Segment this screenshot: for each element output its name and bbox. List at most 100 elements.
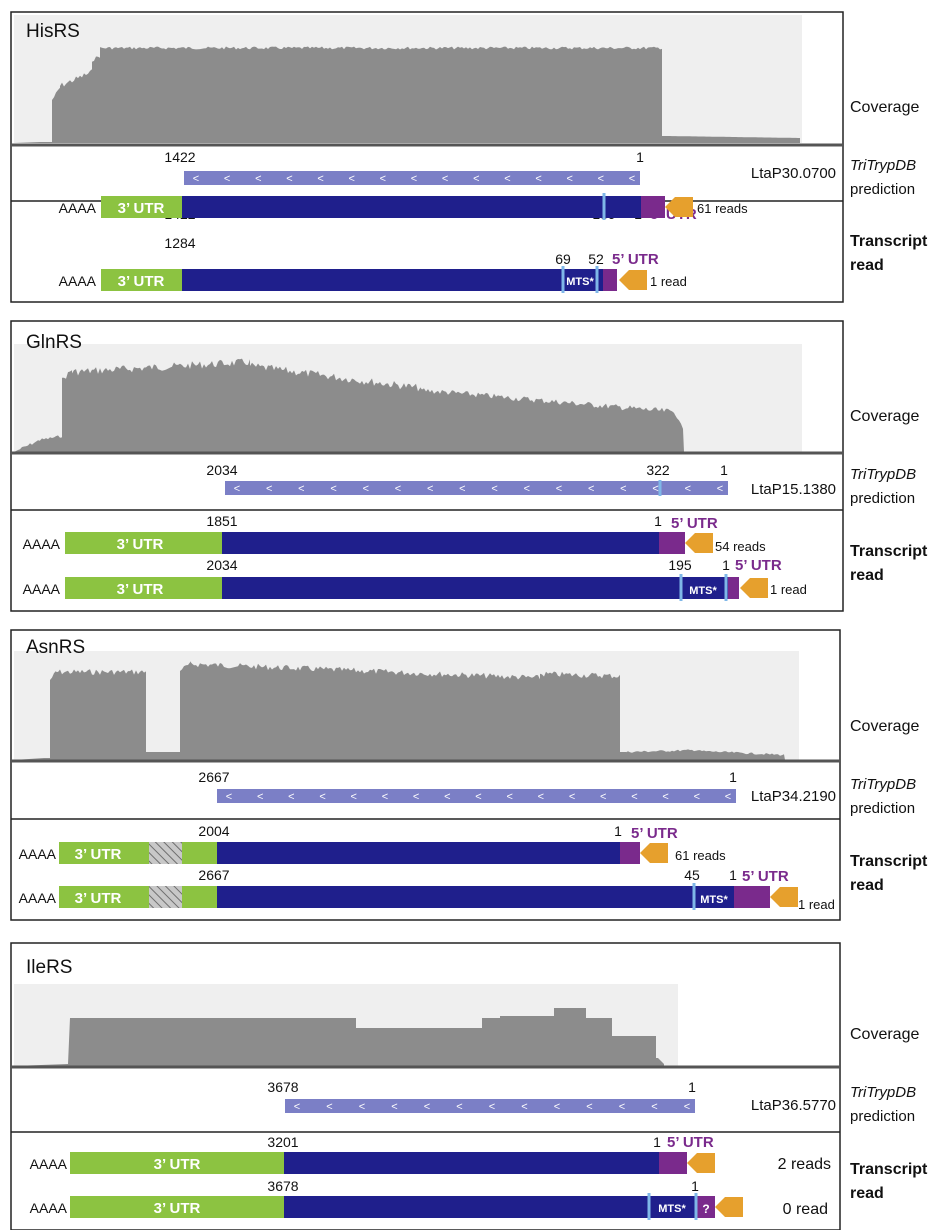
mts-label: MTS* (689, 585, 717, 597)
cds-segment (217, 842, 620, 864)
gene-arrow-glyph: < (588, 483, 594, 495)
gene-arrow-glyph: < (226, 791, 232, 803)
panel-glnrs-frame (10, 320, 844, 612)
mts-label: MTS* (700, 894, 728, 906)
gene-arrow-glyph: < (651, 1101, 657, 1113)
cds-segment (284, 1152, 659, 1174)
gene-id-label: LtaP30.0700 (751, 165, 836, 182)
cds-segment (182, 196, 641, 218)
read-count-label: 61 reads (697, 201, 748, 216)
gene-arrow-glyph: < (506, 791, 512, 803)
utr5-segment (659, 1152, 687, 1174)
gene-arrow-glyph: < (286, 173, 292, 185)
read-start-number: 3678 (267, 1178, 298, 1194)
gene-arrow-glyph: < (348, 173, 354, 185)
gene-start-number: 1422 (164, 149, 195, 165)
gene-arrow-glyph: < (317, 173, 323, 185)
gene-arrow-glyph: < (257, 791, 263, 803)
gene-arrow-glyph: < (442, 173, 448, 185)
tritrypdb-label: TriTrypDB (850, 1084, 916, 1101)
gene-arrow-glyph: < (600, 791, 606, 803)
gene-arrow-glyph: < (444, 791, 450, 803)
gene-id-label: LtaP36.5770 (751, 1097, 836, 1114)
read-start-number: 2004 (198, 823, 229, 839)
utr5-segment (620, 842, 640, 864)
gene-arrow-glyph: < (598, 173, 604, 185)
utr5-label: 5’ UTR (671, 515, 718, 532)
gene-arrow-glyph: < (566, 173, 572, 185)
utr3-segment (101, 196, 182, 218)
gene-arrow-glyph: < (411, 173, 417, 185)
splice-leader (640, 843, 668, 863)
gene-arrow-glyph: < (619, 1101, 625, 1113)
prediction-label: prediction (850, 181, 915, 198)
gene-arrow-glyph: < (685, 483, 691, 495)
splice-leader (619, 270, 647, 290)
gene-arrow-glyph: < (459, 483, 465, 495)
splice-leader (687, 1153, 715, 1173)
gene-model-bar (217, 789, 736, 803)
gene-arrow-glyph: < (556, 483, 562, 495)
gene-arrow-glyph: < (330, 483, 336, 495)
read-count-label: 1 read (770, 582, 807, 597)
read-count-label: 1 read (650, 274, 687, 289)
gene-start-number: 2034 (206, 462, 237, 478)
panel-asnrs-frame (10, 629, 841, 921)
utr3-segment (59, 886, 149, 908)
gene-end-number: 1 (688, 1079, 696, 1095)
read-end-number: 1 (653, 1134, 661, 1150)
tritrypdb-label: TriTrypDB (850, 157, 916, 174)
gene-arrow-glyph: < (326, 1101, 332, 1113)
prediction-label: prediction (850, 800, 915, 817)
panel-hisrs-frame (10, 11, 844, 303)
read-marker-number: 52 (588, 251, 604, 267)
gene-arrow-glyph: < (694, 791, 700, 803)
read-marker-number: 45 (684, 867, 700, 883)
gene-arrow-glyph: < (473, 173, 479, 185)
splice-leader (685, 533, 713, 553)
transcript-label: Transcript (850, 1161, 928, 1178)
read-start-number: 2667 (198, 867, 229, 883)
gene-arrow-glyph: < (359, 1101, 365, 1113)
gene-arrow-glyph: < (489, 1101, 495, 1113)
splice-leader (740, 578, 768, 598)
gene-id-label: LtaP15.1380 (751, 481, 836, 498)
tritrypdb-label: TriTrypDB (850, 466, 916, 483)
gene-arrow-glyph: < (491, 483, 497, 495)
gene-arrow-glyph: < (620, 483, 626, 495)
gene-arrow-glyph: < (363, 483, 369, 495)
gene-arrow-glyph: < (631, 791, 637, 803)
polya-label: AAAA (19, 890, 57, 906)
gene-arrow-glyph: < (629, 173, 635, 185)
cds-segment (182, 269, 603, 291)
transcript-label: Transcript (850, 233, 928, 250)
polya-label: AAAA (30, 1156, 68, 1172)
hatched-segment (149, 886, 182, 908)
gene-marker-number: 322 (646, 462, 670, 478)
gene-arrow-glyph: < (662, 791, 668, 803)
utr3-label: 3’ UTR (117, 536, 164, 553)
utr5-label: 5’ UTR (667, 1134, 714, 1151)
read-start-number: 1851 (206, 513, 237, 529)
gene-arrow-glyph: < (424, 1101, 430, 1113)
splice-leader (665, 197, 693, 217)
tritrypdb-label: TriTrypDB (850, 776, 916, 793)
gene-end-number: 1 (729, 769, 737, 785)
utr5-label: 5’ UTR (742, 868, 789, 885)
read-label: read (850, 257, 884, 274)
gene-arrow-glyph: < (504, 173, 510, 185)
gene-arrow-glyph: < (351, 791, 357, 803)
gene-model-bar (285, 1099, 695, 1113)
read-start-number: 2034 (206, 557, 237, 573)
read-end-number: 1 (722, 557, 730, 573)
read-marker-number: 69 (555, 251, 571, 267)
coverage-profile (14, 1008, 664, 1066)
gene-arrow-glyph: < (382, 791, 388, 803)
polya-label: AAAA (30, 1200, 68, 1216)
gene-arrow-glyph: < (413, 791, 419, 803)
read-count-label: 2 reads (778, 1156, 831, 1173)
utr5-label: 5’ UTR (612, 251, 659, 268)
unknown-utr-label: ? (702, 1202, 709, 1216)
read-end-number: 1 (614, 823, 622, 839)
gene-arrow-glyph: < (380, 173, 386, 185)
